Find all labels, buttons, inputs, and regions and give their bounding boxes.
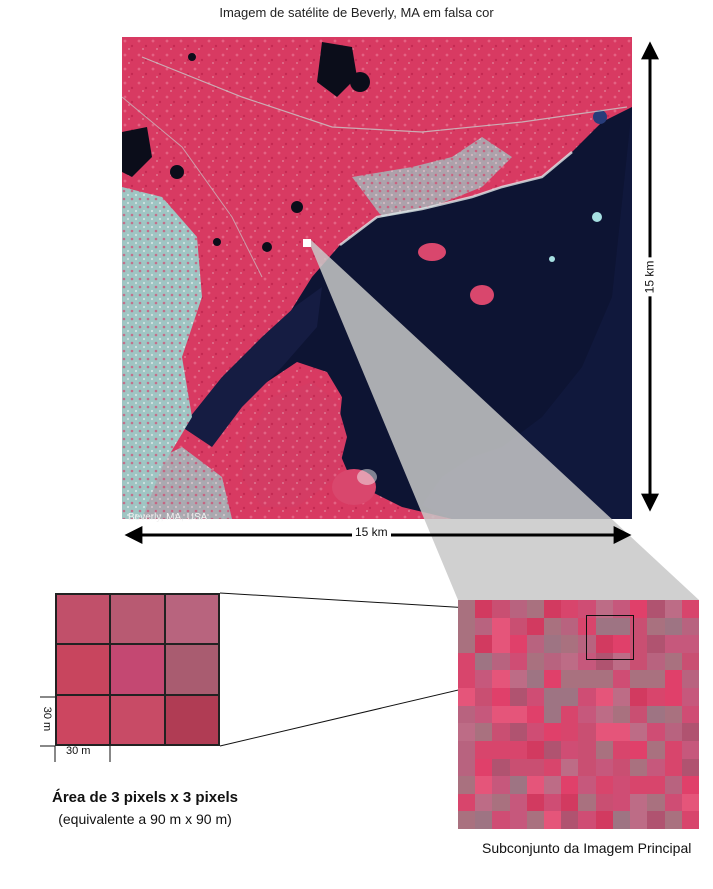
satellite-image-render — [122, 37, 632, 519]
pixel-cell — [110, 594, 165, 645]
pixel-cell — [56, 644, 111, 695]
pixel-cell — [164, 694, 219, 745]
pixel-grid-3x3 — [55, 593, 220, 746]
pixel-cell — [110, 694, 165, 745]
area-title: Área de 3 pixels x 3 pixels — [52, 789, 238, 806]
satellite-image — [122, 37, 632, 519]
satellite-caption: Beverly, MA, USA — [128, 512, 208, 523]
pixel-height-label: 30 m — [41, 706, 54, 732]
pixel-width-label: 30 m — [66, 745, 91, 757]
height-label: 15 km — [642, 257, 657, 297]
subset-selection-box — [586, 615, 634, 660]
subset-caption: Subconjunto da Imagem Principal — [482, 840, 692, 856]
zoom-wedge — [311, 240, 699, 600]
pixel-cell — [110, 644, 165, 695]
pixel-cell — [164, 594, 219, 645]
pixel-cell — [56, 594, 111, 645]
subset-image — [458, 600, 699, 829]
figure-title: Imagem de satélite de Beverly, MA em fal… — [219, 5, 494, 20]
selection-marker — [303, 239, 311, 247]
area-subtitle: (equivalente a 90 m x 90 m) — [58, 811, 232, 827]
width-label: 15 km — [352, 525, 391, 539]
pixel-cell — [164, 644, 219, 695]
pixel-cell — [56, 694, 111, 745]
